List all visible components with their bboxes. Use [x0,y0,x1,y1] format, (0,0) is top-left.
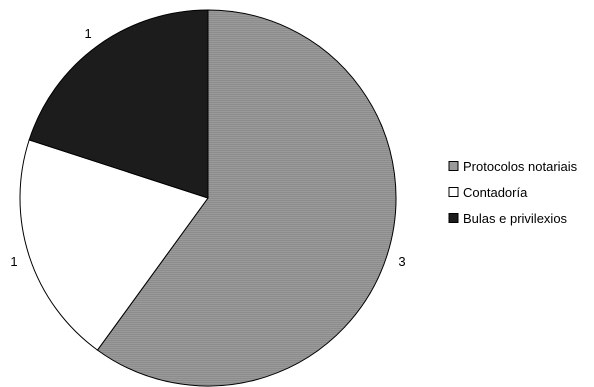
legend-label: Contadoría [463,185,528,200]
legend-swatch [448,187,459,197]
pie-data-label: 1 [84,26,91,41]
legend-label: Bulas e privilexios [463,211,568,226]
pie-slice-contador-a [19,139,209,351]
legend-label: Protocolos notariais [463,159,578,174]
pie-slice-bulas-e-privilexios [28,9,209,199]
legend-swatch [448,213,459,223]
legend: Protocolos notariais Contadoría Bulas e pr… [448,159,578,226]
pie-data-label: 1 [10,254,17,269]
pie-data-labels: 3 1 1 [10,26,405,269]
legend-swatch [448,161,459,171]
pie-data-label: 3 [398,254,405,269]
pie-slices [19,9,397,387]
pie-slice-protocolos-notariais [96,9,397,387]
